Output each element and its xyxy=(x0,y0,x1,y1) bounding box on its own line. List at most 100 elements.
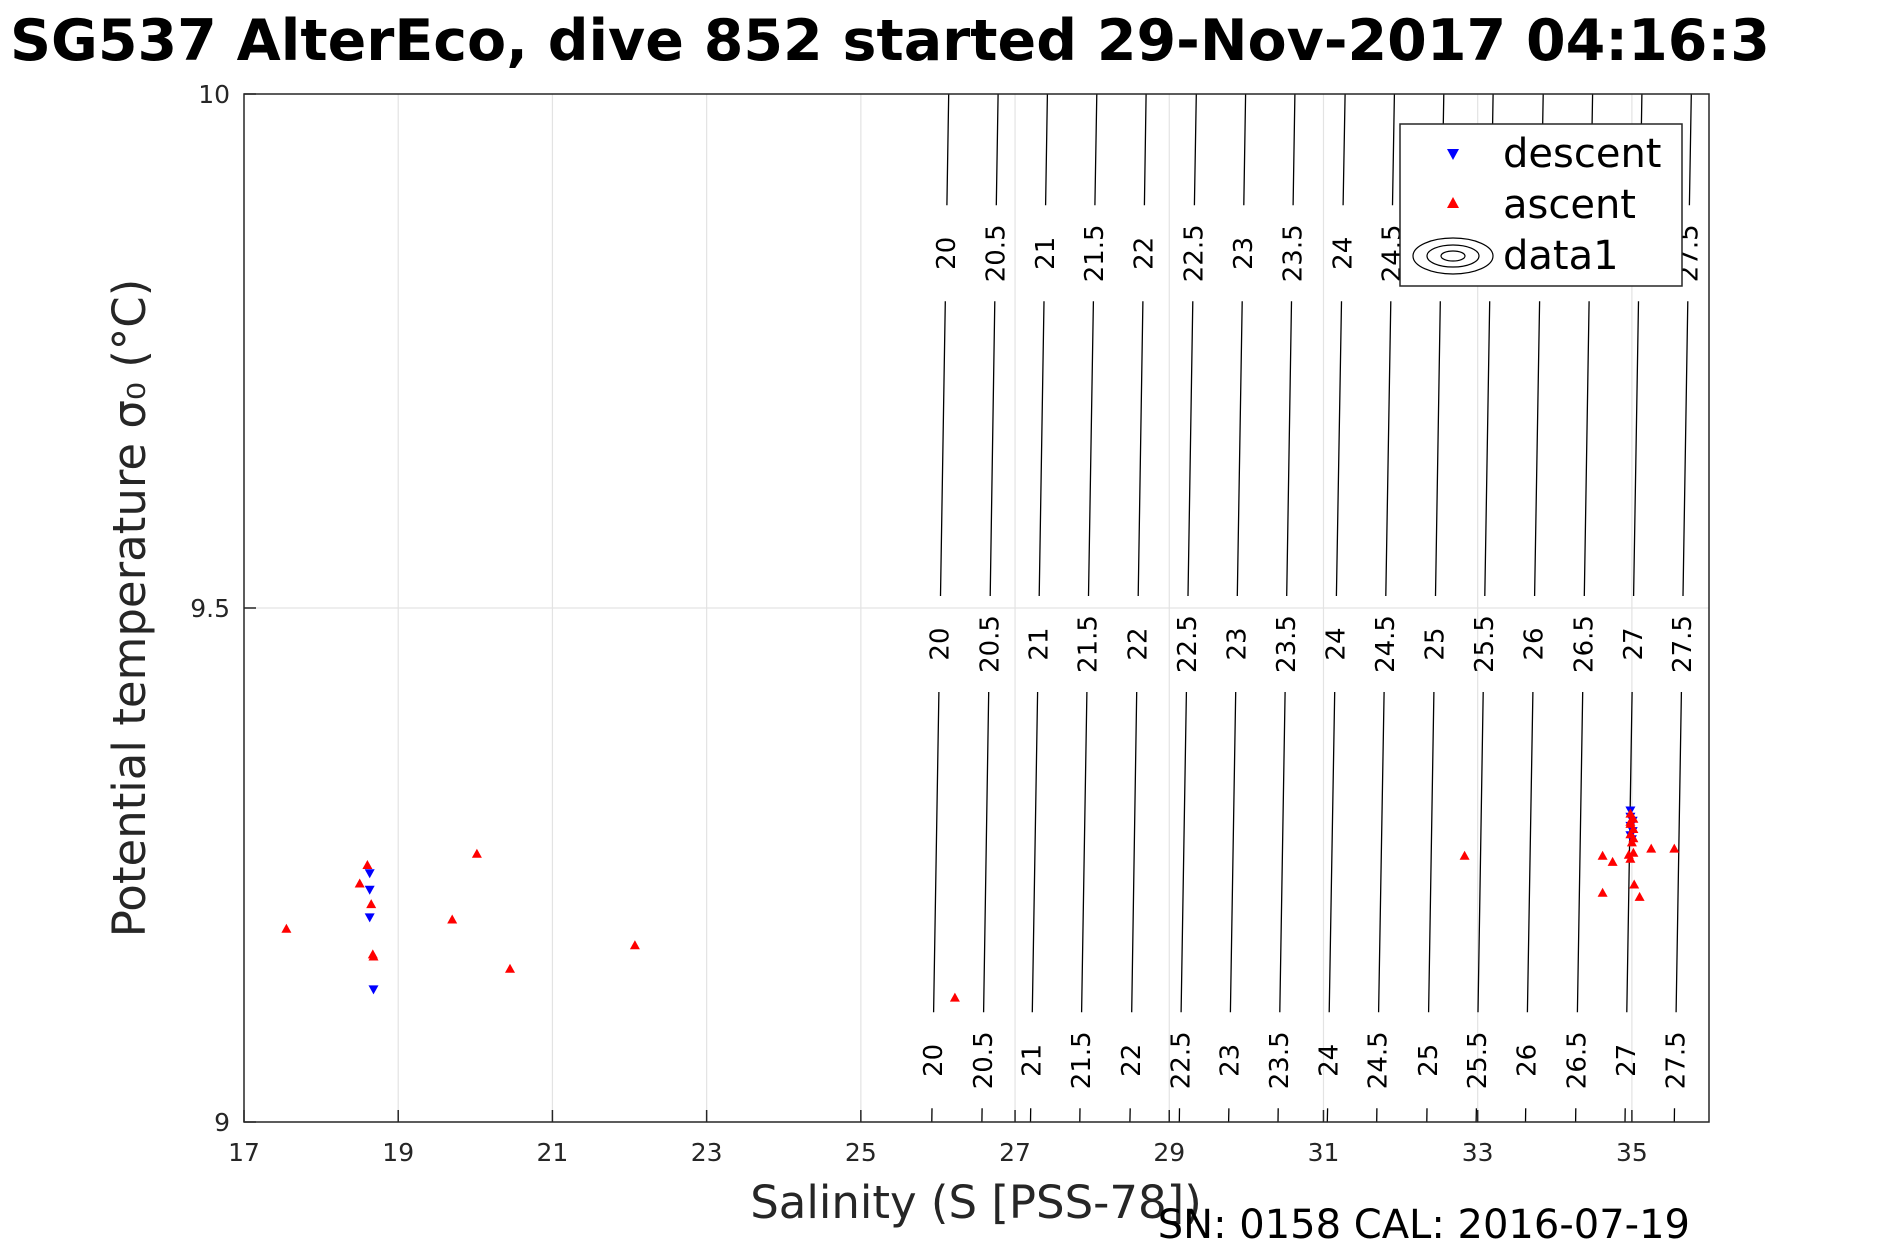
contour-line xyxy=(931,94,950,1122)
contour-line xyxy=(1376,94,1396,1122)
legend-contour-label: data1 xyxy=(1503,233,1619,279)
legend-box xyxy=(1399,123,1683,287)
contour-label: 21 xyxy=(1024,627,1054,660)
contour-label: 26.5 xyxy=(1569,615,1599,673)
contour-label: 22 xyxy=(1117,1044,1147,1077)
contour-label: 21 xyxy=(1018,1044,1048,1077)
x-tick-label: 33 xyxy=(1462,1138,1494,1167)
legend-contour-icon xyxy=(1412,237,1494,275)
ascent-point xyxy=(1597,887,1608,897)
contour-label: 20.5 xyxy=(982,224,1012,282)
contour-label: 24 xyxy=(1328,237,1358,270)
ascent-point xyxy=(362,860,373,869)
x-tick-label: 35 xyxy=(1616,1138,1648,1167)
contour-line xyxy=(1475,94,1494,1122)
ascent-point xyxy=(354,878,365,888)
grid-layer xyxy=(244,94,1709,1122)
x-axis-label: Salinity (S [PSS-78]) xyxy=(750,1176,1202,1229)
descent-point xyxy=(364,885,375,895)
legend-descent-label: descent xyxy=(1503,131,1661,177)
contour-label: 22.5 xyxy=(1180,224,1210,282)
contour-label: 25.5 xyxy=(1470,615,1500,673)
x-tick-label: 29 xyxy=(1153,1138,1185,1167)
x-tick-label: 31 xyxy=(1308,1138,1340,1167)
contour-label: 22.5 xyxy=(1166,1031,1196,1089)
ascent-point xyxy=(949,992,960,1002)
ascent-point xyxy=(1626,837,1637,847)
x-tick-label: 17 xyxy=(228,1138,260,1167)
ascent-point xyxy=(366,899,377,909)
descent-point xyxy=(368,985,379,995)
contour-label: 25 xyxy=(1421,627,1451,660)
legend-ascent-label: ascent xyxy=(1503,182,1636,228)
contour-line xyxy=(1524,94,1544,1122)
contour-label: 23 xyxy=(1216,1044,1246,1077)
ascent-point xyxy=(447,914,458,924)
ascent-point xyxy=(1625,816,1636,826)
contour-line xyxy=(1574,94,1594,1122)
contour-label: 23.5 xyxy=(1272,615,1302,673)
ascent-point xyxy=(629,940,640,950)
data-points xyxy=(281,806,1680,1002)
x-tick-label: 19 xyxy=(382,1138,414,1167)
contour-line xyxy=(1129,94,1147,1122)
ascent-point xyxy=(1628,847,1639,857)
contour-label: 23.5 xyxy=(1265,1031,1295,1089)
contour-line xyxy=(1178,94,1197,1122)
legend-ascent-marker xyxy=(1447,197,1459,208)
ascent-point xyxy=(1634,891,1645,901)
contour-label: 20.5 xyxy=(975,615,1005,673)
ascent-point xyxy=(281,923,292,933)
contour-label: 26 xyxy=(1520,627,1550,660)
contour-label: 25 xyxy=(1414,1044,1444,1077)
y-tick-label: 9.5 xyxy=(190,594,230,623)
ascent-point xyxy=(1607,856,1618,866)
ascent-point xyxy=(1629,879,1640,889)
ascent-point xyxy=(368,951,379,961)
axis-ticks: 17 19 21 23 25 27 29 31 33 35 9 9.5 10 xyxy=(190,80,1648,1167)
x-tick-label: 21 xyxy=(537,1138,569,1167)
x-tick-label: 25 xyxy=(845,1138,877,1167)
contour-label: 20 xyxy=(932,237,962,270)
contour-label: 20.5 xyxy=(969,1031,999,1089)
contour-label: 22.5 xyxy=(1173,615,1203,673)
contour-label: 21 xyxy=(1031,237,1061,270)
descent-point xyxy=(364,913,375,923)
y-tick-label: 10 xyxy=(198,80,230,109)
ascent-point xyxy=(1646,843,1657,853)
contour-label: 21.5 xyxy=(1074,615,1104,673)
contour-label: 24 xyxy=(1322,627,1352,660)
contour-label: 23.5 xyxy=(1278,224,1308,282)
chart-title: SG537 AlterEco, dive 852 started 29-Nov-… xyxy=(10,8,1770,74)
contour-label: 22 xyxy=(1130,237,1160,270)
contour-label: 23 xyxy=(1229,237,1259,270)
contour-label: 27 xyxy=(1619,627,1649,660)
ascent-point xyxy=(1669,843,1680,853)
contour-label: 24.5 xyxy=(1364,1031,1394,1089)
contour-line xyxy=(981,94,999,1122)
contour-label: 21.5 xyxy=(1080,224,1110,282)
contour-label: 22 xyxy=(1123,627,1153,660)
legend: descent ascent data1 xyxy=(1399,123,1683,287)
contour-label: 26 xyxy=(1513,1044,1543,1077)
serial-calibration-footer: SN: 0158 CAL: 2016-07-19 xyxy=(1158,1202,1690,1248)
contour-label: 27 xyxy=(1612,1044,1642,1077)
y-tick-label: 9 xyxy=(214,1108,230,1137)
descent-point xyxy=(364,869,375,879)
contour-label: 27.5 xyxy=(1668,615,1698,673)
x-tick-label: 27 xyxy=(999,1138,1031,1167)
ascent-point xyxy=(1459,850,1470,860)
contour-label: 25.5 xyxy=(1463,1031,1493,1089)
contour-label: 27.5 xyxy=(1661,1031,1691,1089)
contour-label: 23 xyxy=(1222,627,1252,660)
ascent-point xyxy=(1625,853,1636,863)
contour-label: 24.5 xyxy=(1371,615,1401,673)
legend-descent-marker xyxy=(1447,149,1459,160)
contour-line xyxy=(1277,94,1296,1122)
contour-line xyxy=(1079,94,1098,1122)
contour-label: 20 xyxy=(926,627,956,660)
y-axis-label: Potential temperature σ₀ (°C) xyxy=(103,279,156,938)
ascent-point xyxy=(1597,850,1608,860)
contour-line xyxy=(1029,94,1049,1122)
